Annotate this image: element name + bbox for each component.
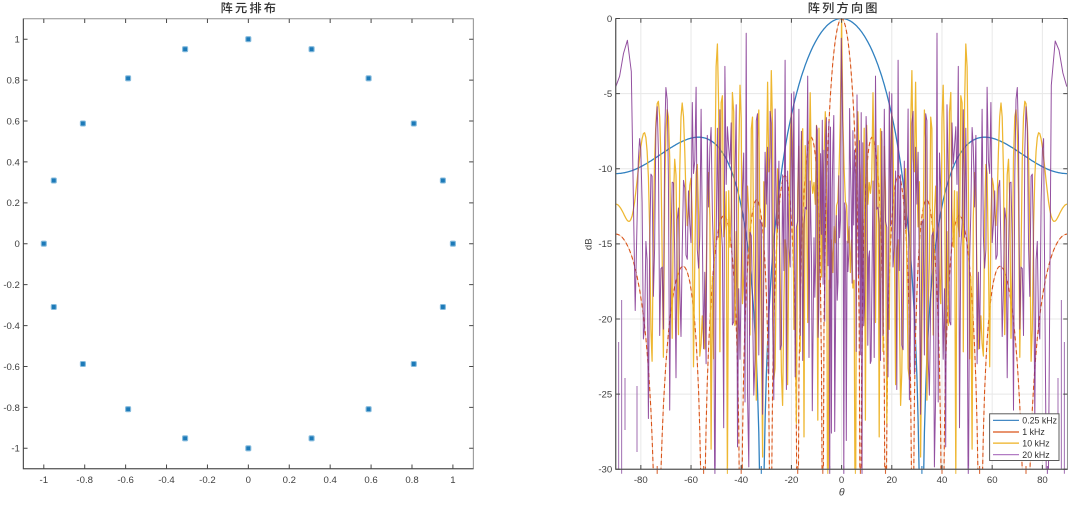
- svg-text:-25: -25: [598, 390, 612, 401]
- svg-text:-0.4: -0.4: [3, 321, 20, 332]
- svg-text:0: 0: [15, 239, 20, 250]
- svg-text:0: 0: [246, 475, 251, 486]
- svg-text:-20: -20: [784, 475, 798, 486]
- svg-text:-80: -80: [634, 475, 648, 486]
- svg-text:0.6: 0.6: [364, 475, 377, 486]
- svg-text:-0.4: -0.4: [158, 475, 175, 486]
- svg-text:-1: -1: [40, 475, 49, 486]
- svg-text:-0.2: -0.2: [199, 475, 216, 486]
- svg-text:0.6: 0.6: [7, 116, 20, 127]
- svg-text:1: 1: [450, 475, 455, 486]
- svg-text:1 kHz: 1 kHz: [1022, 427, 1045, 437]
- svg-text:-15: -15: [598, 239, 612, 250]
- svg-text:-5: -5: [604, 89, 613, 100]
- svg-text:0.8: 0.8: [405, 475, 418, 486]
- svg-text:-20: -20: [598, 314, 612, 325]
- svg-text:0.4: 0.4: [324, 475, 338, 486]
- svg-text:-30: -30: [598, 465, 612, 476]
- svg-text:0.2: 0.2: [7, 198, 20, 209]
- svg-text:40: 40: [937, 475, 948, 486]
- svg-text:-60: -60: [684, 475, 698, 486]
- svg-text:10 kHz: 10 kHz: [1022, 438, 1049, 448]
- svg-text:-0.2: -0.2: [3, 280, 20, 291]
- svg-text:θ: θ: [839, 487, 845, 499]
- svg-text:20: 20: [886, 475, 897, 486]
- svg-text:-0.6: -0.6: [117, 475, 134, 486]
- svg-text:-40: -40: [734, 475, 748, 486]
- svg-text:1: 1: [15, 35, 20, 46]
- svg-text:-0.6: -0.6: [3, 362, 20, 373]
- svg-text:-0.8: -0.8: [3, 403, 20, 414]
- svg-text:80: 80: [1037, 475, 1048, 486]
- svg-text:0.8: 0.8: [7, 76, 20, 87]
- svg-text:-1: -1: [11, 444, 20, 455]
- svg-text:-0.8: -0.8: [76, 475, 93, 486]
- svg-text:0: 0: [607, 14, 612, 25]
- svg-text:0: 0: [839, 475, 844, 486]
- svg-text:0.4: 0.4: [7, 157, 21, 168]
- svg-text:-10: -10: [598, 164, 612, 175]
- svg-text:0.25 kHz: 0.25 kHz: [1022, 416, 1057, 426]
- svg-text:60: 60: [987, 475, 998, 486]
- svg-text:20 kHz: 20 kHz: [1022, 450, 1049, 460]
- svg-text:0.2: 0.2: [283, 475, 296, 486]
- svg-text:dB: dB: [584, 238, 595, 250]
